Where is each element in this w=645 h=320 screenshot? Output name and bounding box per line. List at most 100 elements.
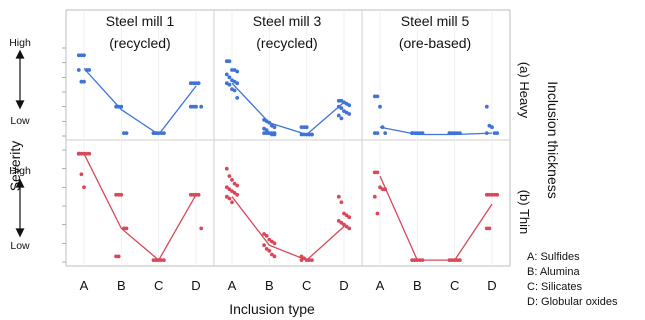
data-point (188, 192, 193, 197)
data-point (487, 192, 492, 197)
x-tick-label-b: B (117, 278, 126, 293)
ytick-high-bottom: High (9, 165, 31, 177)
data-point (495, 192, 500, 197)
data-point (310, 258, 314, 262)
severity-arrow-top (15, 49, 25, 110)
data-point (84, 68, 89, 72)
data-point (492, 192, 497, 197)
data-point (458, 131, 462, 136)
data-point (455, 131, 460, 136)
data-point (339, 200, 344, 205)
data-point (79, 172, 84, 177)
panel-title-1: Steel mill 1 (106, 13, 175, 29)
data-point (232, 88, 237, 93)
data-point (124, 226, 129, 231)
data-point (227, 187, 232, 192)
data-point (347, 215, 352, 220)
data-point (151, 258, 156, 262)
data-point (230, 178, 234, 182)
data-point (235, 81, 240, 86)
panel-title-2-sub: (recycled) (256, 35, 317, 51)
data-point (154, 258, 159, 262)
data-point (84, 151, 89, 156)
data-point (272, 125, 277, 130)
data-point (227, 82, 232, 87)
data-point (452, 131, 457, 136)
data-point (450, 131, 454, 136)
panel-title-3-sub: (ore-based) (399, 35, 471, 51)
data-point (122, 226, 126, 231)
data-point (156, 131, 161, 136)
data-point (191, 81, 196, 86)
trend-line-row2-panel1 (83, 153, 197, 262)
data-point (114, 104, 118, 109)
data-point (119, 192, 124, 197)
data-point (272, 132, 277, 137)
ytick-low-bottom: Low (10, 240, 30, 252)
legend-silicates: C: Silicates (527, 281, 583, 293)
data-point (82, 151, 86, 156)
data-point (302, 132, 306, 137)
data-point (76, 53, 81, 58)
data-point (124, 131, 129, 136)
data-point (410, 131, 414, 136)
right-axis-title: Inclusion thickness (545, 81, 561, 199)
data-point (372, 94, 377, 99)
data-point (378, 104, 382, 109)
data-point (264, 131, 269, 136)
data-point (495, 131, 500, 136)
data-point (151, 131, 156, 136)
panel-title-2: Steel mill 3 (253, 13, 322, 29)
data-point (194, 192, 198, 197)
data-point (119, 104, 124, 109)
y-axis-title: Severity (7, 141, 23, 192)
data-point (194, 104, 198, 109)
x-tick-label-c: C (450, 278, 459, 293)
data-point (82, 185, 86, 190)
x-tick-label-d: D (339, 278, 348, 293)
grid-lines (83, 10, 493, 266)
data-point (196, 192, 201, 197)
data-point (199, 226, 204, 231)
data-point (344, 224, 349, 229)
data-point (267, 237, 272, 242)
data-point (162, 131, 166, 136)
data-point (159, 131, 164, 136)
trend-line-row2-panel3 (379, 175, 493, 261)
data-point (262, 243, 266, 248)
data-point (380, 187, 385, 192)
data-point (82, 79, 86, 84)
data-point (484, 104, 489, 109)
data-point (455, 258, 460, 262)
data-point (299, 132, 304, 137)
data-point (490, 125, 494, 130)
data-point (122, 131, 126, 136)
x-tick-label-c: C (302, 278, 311, 293)
data-point (450, 258, 454, 262)
data-point (375, 94, 380, 99)
data-point (199, 104, 204, 109)
data-point (492, 131, 497, 136)
data-point (420, 258, 425, 262)
data-point (484, 131, 489, 136)
data-point (372, 194, 377, 199)
x-tick-label-d: D (487, 278, 496, 293)
data-point (380, 125, 385, 130)
data-point (224, 166, 229, 171)
data-point (375, 131, 380, 136)
data-point (79, 151, 84, 156)
data-point (336, 219, 341, 223)
data-point (188, 104, 193, 109)
data-point (299, 254, 304, 259)
data-point (484, 192, 489, 197)
data-point (452, 258, 457, 262)
data-point (264, 234, 269, 238)
data-point (87, 151, 92, 156)
trend-line-row1-panel1 (83, 68, 197, 136)
data-point (415, 131, 420, 136)
data-point (383, 187, 388, 192)
data-point (262, 232, 266, 236)
data-point (116, 192, 121, 197)
data-point (232, 191, 237, 195)
data-point (116, 104, 121, 109)
